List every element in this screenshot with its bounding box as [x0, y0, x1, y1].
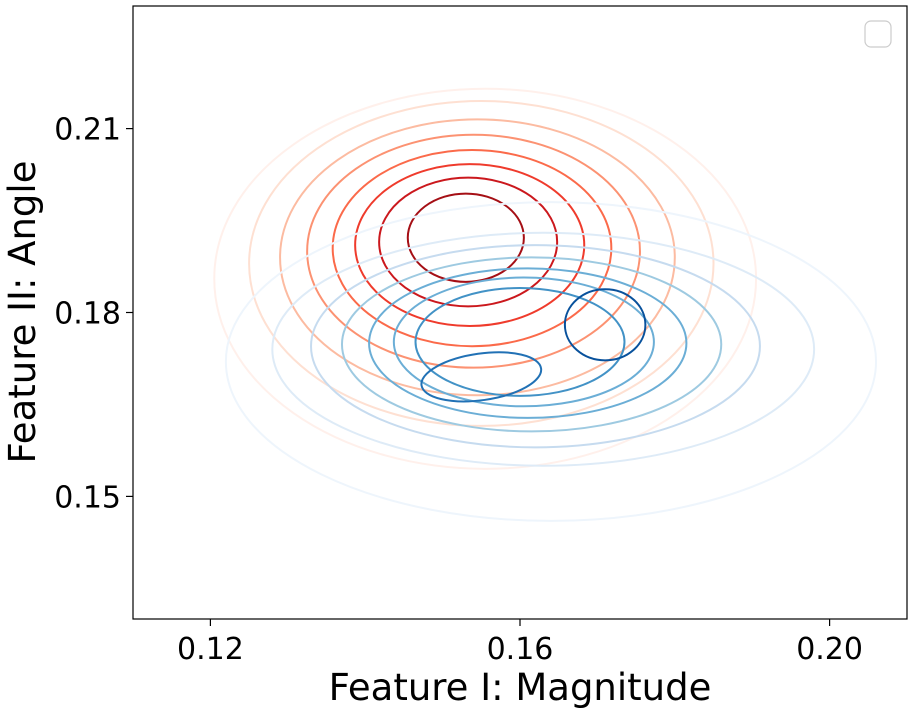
y-axis-label: Feature II: Angle	[1, 161, 44, 464]
red-contour-level-7	[378, 176, 559, 308]
blue-contour-level-1	[224, 201, 878, 522]
red-contour-level-5	[331, 149, 613, 348]
x-tick-label: 0.12	[177, 632, 244, 667]
axis-ticks: 0.12 0.16 0.20 0.15 0.18 0.21	[54, 113, 863, 667]
red-contour-level-8	[406, 192, 525, 283]
blue-contour-level-4	[340, 256, 723, 433]
red-contour-level-1	[213, 87, 758, 470]
red-contour-level-6	[354, 163, 586, 327]
blue-contour-level-3	[310, 244, 761, 449]
y-tick-label: 0.15	[54, 480, 121, 515]
blue-contour-level-2	[271, 231, 816, 467]
blue-contour-level-9	[563, 288, 647, 362]
x-tick-label: 0.20	[796, 632, 863, 667]
contour-layer	[213, 87, 878, 522]
legend-box	[864, 20, 892, 48]
blue-contour-level-7	[414, 286, 626, 397]
red-contour-level-4	[306, 133, 641, 369]
x-tick-label: 0.16	[487, 632, 554, 667]
plot-area-frame	[132, 5, 908, 620]
y-tick-label: 0.18	[54, 297, 121, 332]
x-axis-label: Feature I: Magnitude	[329, 666, 712, 709]
blue-contour-level-6	[392, 276, 655, 408]
blue-contour-level-8	[420, 351, 543, 403]
red-contour-level-3	[279, 118, 676, 397]
red-contour-level-2	[248, 100, 715, 427]
y-tick-label: 0.21	[54, 113, 121, 148]
blue-contour-level-5	[368, 267, 688, 419]
